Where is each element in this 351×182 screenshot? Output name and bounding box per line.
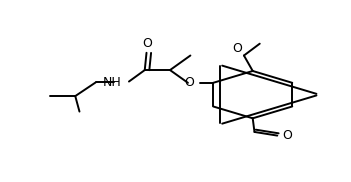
Text: O: O bbox=[143, 37, 152, 50]
Text: O: O bbox=[184, 76, 194, 89]
Text: O: O bbox=[233, 42, 243, 55]
Text: O: O bbox=[282, 129, 292, 142]
Text: NH: NH bbox=[103, 76, 122, 89]
